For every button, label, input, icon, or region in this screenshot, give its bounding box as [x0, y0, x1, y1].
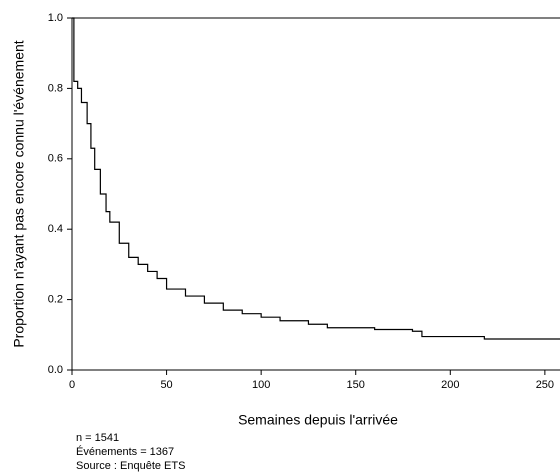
x-tick-label: 50 — [160, 379, 172, 391]
y-tick-label: 0.8 — [48, 82, 63, 94]
y-tick-label: 0.0 — [48, 364, 63, 376]
y-tick-label: 0.2 — [48, 294, 63, 306]
x-tick-label: 100 — [252, 379, 270, 391]
survival-curve — [72, 17, 560, 340]
y-axis-label: Proportion n'ayant pas encore connu l'év… — [11, 40, 27, 347]
note: Source : Enquête ETS — [76, 460, 185, 472]
note: n = 1541 — [76, 432, 119, 444]
x-tick-label: 0 — [69, 379, 75, 391]
note: Événements = 1367 — [76, 445, 174, 458]
x-axis-label: Semaines depuis l'arrivée — [238, 412, 398, 428]
y-tick-label: 0.4 — [48, 223, 63, 235]
x-tick-label: 150 — [347, 379, 365, 391]
y-tick-label: 0.6 — [48, 153, 63, 165]
x-tick-label: 250 — [536, 379, 554, 391]
x-tick-label: 200 — [441, 379, 459, 391]
y-tick-label: 1.0 — [48, 12, 63, 24]
